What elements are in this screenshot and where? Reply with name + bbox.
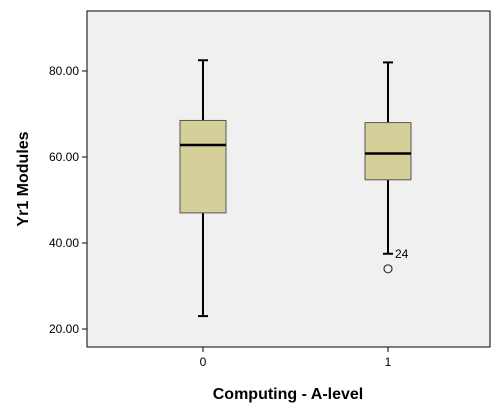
plot-area bbox=[86, 10, 491, 348]
box-iqr bbox=[364, 122, 412, 181]
boxes: 24 bbox=[179, 59, 412, 318]
y-axis-title: Yr1 Modules bbox=[15, 131, 32, 226]
outlier-point bbox=[383, 264, 393, 274]
y-axis: 20.00 40.00 60.00 80.00 bbox=[49, 64, 87, 336]
y-tick-label: 80.00 bbox=[49, 64, 79, 78]
y-tick-label: 60.00 bbox=[49, 150, 79, 164]
box-iqr bbox=[179, 119, 227, 214]
y-tick-label: 40.00 bbox=[49, 236, 79, 250]
x-tick-label: 0 bbox=[200, 355, 207, 369]
y-tick-label: 20.00 bbox=[49, 322, 79, 336]
x-axis-title: Computing - A-level bbox=[213, 386, 364, 403]
outlier-label: 24 bbox=[395, 247, 409, 261]
x-tick-label: 1 bbox=[385, 355, 392, 369]
